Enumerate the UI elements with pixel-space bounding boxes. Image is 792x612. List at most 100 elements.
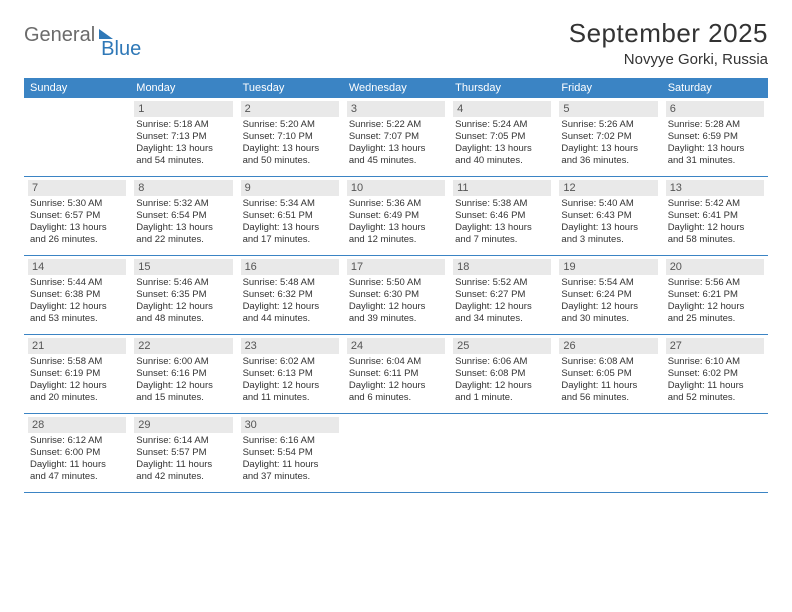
day-number: 25 — [453, 338, 551, 354]
calendar-page: General Blue September 2025 Novyye Gorki… — [0, 0, 792, 511]
day-number: 6 — [666, 101, 764, 117]
day-details: Sunrise: 5:18 AMSunset: 7:13 PMDaylight:… — [134, 119, 232, 167]
brand-general: General — [24, 24, 95, 47]
day-details: Sunrise: 5:30 AMSunset: 6:57 PMDaylight:… — [28, 198, 126, 246]
day-number: 21 — [28, 338, 126, 354]
day-number: 11 — [453, 180, 551, 196]
day-cell: 27Sunrise: 6:10 AMSunset: 6:02 PMDayligh… — [662, 335, 768, 413]
day-number: 14 — [28, 259, 126, 275]
day-number: 30 — [241, 417, 339, 433]
day-details: Sunrise: 6:06 AMSunset: 6:08 PMDaylight:… — [453, 356, 551, 404]
day-number: 23 — [241, 338, 339, 354]
day-number: 8 — [134, 180, 232, 196]
day-cell: 11 Sunrise: 5:38 AMSunset: 6:46 PMDayligh… — [449, 177, 555, 255]
calendar-grid: SundayMondayTuesdayWednesdayThursdayFrid… — [24, 78, 768, 493]
day-details: Sunrise: 6:04 AMSunset: 6:11 PMDaylight:… — [347, 356, 445, 404]
day-cell: 21 Sunrise: 5:58 AMSunset: 6:19 PMDayligh… — [24, 335, 130, 413]
day-cell: 9Sunrise: 5:34 AMSunset: 6:51 PMDaylight… — [237, 177, 343, 255]
day-details: Sunrise: 6:00 AMSunset: 6:16 PMDaylight:… — [134, 356, 232, 404]
day-cell: 6 Sunrise: 5:28 AMSunset: 6:59 PMDaylight… — [662, 98, 768, 176]
day-details: Sunrise: 6:14 AMSunset: 5:57 PMDaylight:… — [134, 435, 232, 483]
day-number: 3 — [347, 101, 445, 117]
dow-wednesday: Wednesday — [343, 78, 449, 98]
day-number: 17 — [347, 259, 445, 275]
day-number: 20 — [666, 259, 764, 275]
week-row: 7 Sunrise: 5:30 AMSunset: 6:57 PMDaylight… — [24, 177, 768, 256]
dow-monday: Monday — [130, 78, 236, 98]
week-row: 1 Sunrise: 5:18 AMSunset: 7:13 PMDaylight… — [24, 98, 768, 177]
day-number: 15 — [134, 259, 232, 275]
day-details: Sunrise: 5:50 AMSunset: 6:30 PMDaylight:… — [347, 277, 445, 325]
day-cell: 2 Sunrise: 5:20 AMSunset: 7:10 PMDaylight… — [237, 98, 343, 176]
day-number: 2 — [241, 101, 339, 117]
day-details: Sunrise: 5:20 AMSunset: 7:10 PMDaylight:… — [241, 119, 339, 167]
day-details: Sunrise: 6:12 AMSunset: 6:00 PMDaylight:… — [28, 435, 126, 483]
day-details: Sunrise: 5:28 AMSunset: 6:59 PMDaylight:… — [666, 119, 764, 167]
week-row: 28 Sunrise: 6:12 AMSunset: 6:00 PMDayligh… — [24, 414, 768, 493]
day-cell: 1 Sunrise: 5:18 AMSunset: 7:13 PMDaylight… — [130, 98, 236, 176]
day-of-week-row: SundayMondayTuesdayWednesdayThursdayFrid… — [24, 78, 768, 98]
day-number: 12 — [559, 180, 657, 196]
day-cell — [449, 414, 555, 492]
day-number: 5 — [559, 101, 657, 117]
day-number: 10 — [347, 180, 445, 196]
dow-sunday: Sunday — [24, 78, 130, 98]
day-details: Sunrise: 5:38 AMSunset: 6:46 PMDaylight:… — [453, 198, 551, 246]
location: Novyye Gorki, Russia — [569, 51, 768, 68]
day-cell: 8 Sunrise: 5:32 AMSunset: 6:54 PMDaylight… — [130, 177, 236, 255]
day-number: 29 — [134, 417, 232, 433]
brand-logo: General Blue — [24, 18, 155, 47]
day-number: 27 — [666, 338, 764, 354]
day-details: Sunrise: 5:24 AMSunset: 7:05 PMDaylight:… — [453, 119, 551, 167]
day-cell: 10Sunrise: 5:36 AMSunset: 6:49 PMDayligh… — [343, 177, 449, 255]
day-cell: 25 Sunrise: 6:06 AMSunset: 6:08 PMDayligh… — [449, 335, 555, 413]
day-cell: 3Sunrise: 5:22 AMSunset: 7:07 PMDaylight… — [343, 98, 449, 176]
day-details: Sunrise: 5:46 AMSunset: 6:35 PMDaylight:… — [134, 277, 232, 325]
day-cell: 24 Sunrise: 6:04 AMSunset: 6:11 PMDayligh… — [343, 335, 449, 413]
day-details: Sunrise: 5:48 AMSunset: 6:32 PMDaylight:… — [241, 277, 339, 325]
day-details: Sunrise: 6:16 AMSunset: 5:54 PMDaylight:… — [241, 435, 339, 483]
day-cell — [662, 414, 768, 492]
day-cell: 15 Sunrise: 5:46 AMSunset: 6:35 PMDayligh… — [130, 256, 236, 334]
day-number: 22 — [134, 338, 232, 354]
day-details: Sunrise: 6:08 AMSunset: 6:05 PMDaylight:… — [559, 356, 657, 404]
month-title: September 2025 — [569, 18, 768, 49]
day-cell: 22 Sunrise: 6:00 AMSunset: 6:16 PMDayligh… — [130, 335, 236, 413]
day-details: Sunrise: 5:26 AMSunset: 7:02 PMDaylight:… — [559, 119, 657, 167]
day-details: Sunrise: 5:56 AMSunset: 6:21 PMDaylight:… — [666, 277, 764, 325]
day-number: 24 — [347, 338, 445, 354]
day-number: 4 — [453, 101, 551, 117]
day-cell — [343, 414, 449, 492]
day-number: 7 — [28, 180, 126, 196]
day-details: Sunrise: 5:40 AMSunset: 6:43 PMDaylight:… — [559, 198, 657, 246]
day-cell: 13Sunrise: 5:42 AMSunset: 6:41 PMDayligh… — [662, 177, 768, 255]
day-number: 26 — [559, 338, 657, 354]
header: General Blue September 2025 Novyye Gorki… — [24, 18, 768, 68]
day-cell: 7 Sunrise: 5:30 AMSunset: 6:57 PMDaylight… — [24, 177, 130, 255]
day-details: Sunrise: 5:32 AMSunset: 6:54 PMDaylight:… — [134, 198, 232, 246]
day-number: 28 — [28, 417, 126, 433]
week-row: 21 Sunrise: 5:58 AMSunset: 6:19 PMDayligh… — [24, 335, 768, 414]
brand-blue: Blue — [101, 38, 141, 61]
day-cell — [24, 98, 130, 176]
day-details: Sunrise: 5:42 AMSunset: 6:41 PMDaylight:… — [666, 198, 764, 246]
day-cell: 26 Sunrise: 6:08 AMSunset: 6:05 PMDayligh… — [555, 335, 661, 413]
day-cell — [555, 414, 661, 492]
day-number: 1 — [134, 101, 232, 117]
day-number: 18 — [453, 259, 551, 275]
dow-thursday: Thursday — [449, 78, 555, 98]
day-cell: 29 Sunrise: 6:14 AMSunset: 5:57 PMDayligh… — [130, 414, 236, 492]
day-cell: 17 Sunrise: 5:50 AMSunset: 6:30 PMDayligh… — [343, 256, 449, 334]
day-cell: 28 Sunrise: 6:12 AMSunset: 6:00 PMDayligh… — [24, 414, 130, 492]
day-cell: 20 Sunrise: 5:56 AMSunset: 6:21 PMDayligh… — [662, 256, 768, 334]
week-row: 14Sunrise: 5:44 AMSunset: 6:38 PMDayligh… — [24, 256, 768, 335]
day-cell: 5 Sunrise: 5:26 AMSunset: 7:02 PMDaylight… — [555, 98, 661, 176]
dow-saturday: Saturday — [662, 78, 768, 98]
day-cell: 18Sunrise: 5:52 AMSunset: 6:27 PMDayligh… — [449, 256, 555, 334]
day-cell: 14Sunrise: 5:44 AMSunset: 6:38 PMDayligh… — [24, 256, 130, 334]
dow-friday: Friday — [555, 78, 661, 98]
day-details: Sunrise: 5:54 AMSunset: 6:24 PMDaylight:… — [559, 277, 657, 325]
day-details: Sunrise: 5:58 AMSunset: 6:19 PMDaylight:… — [28, 356, 126, 404]
title-block: September 2025 Novyye Gorki, Russia — [569, 18, 768, 68]
day-number: 9 — [241, 180, 339, 196]
